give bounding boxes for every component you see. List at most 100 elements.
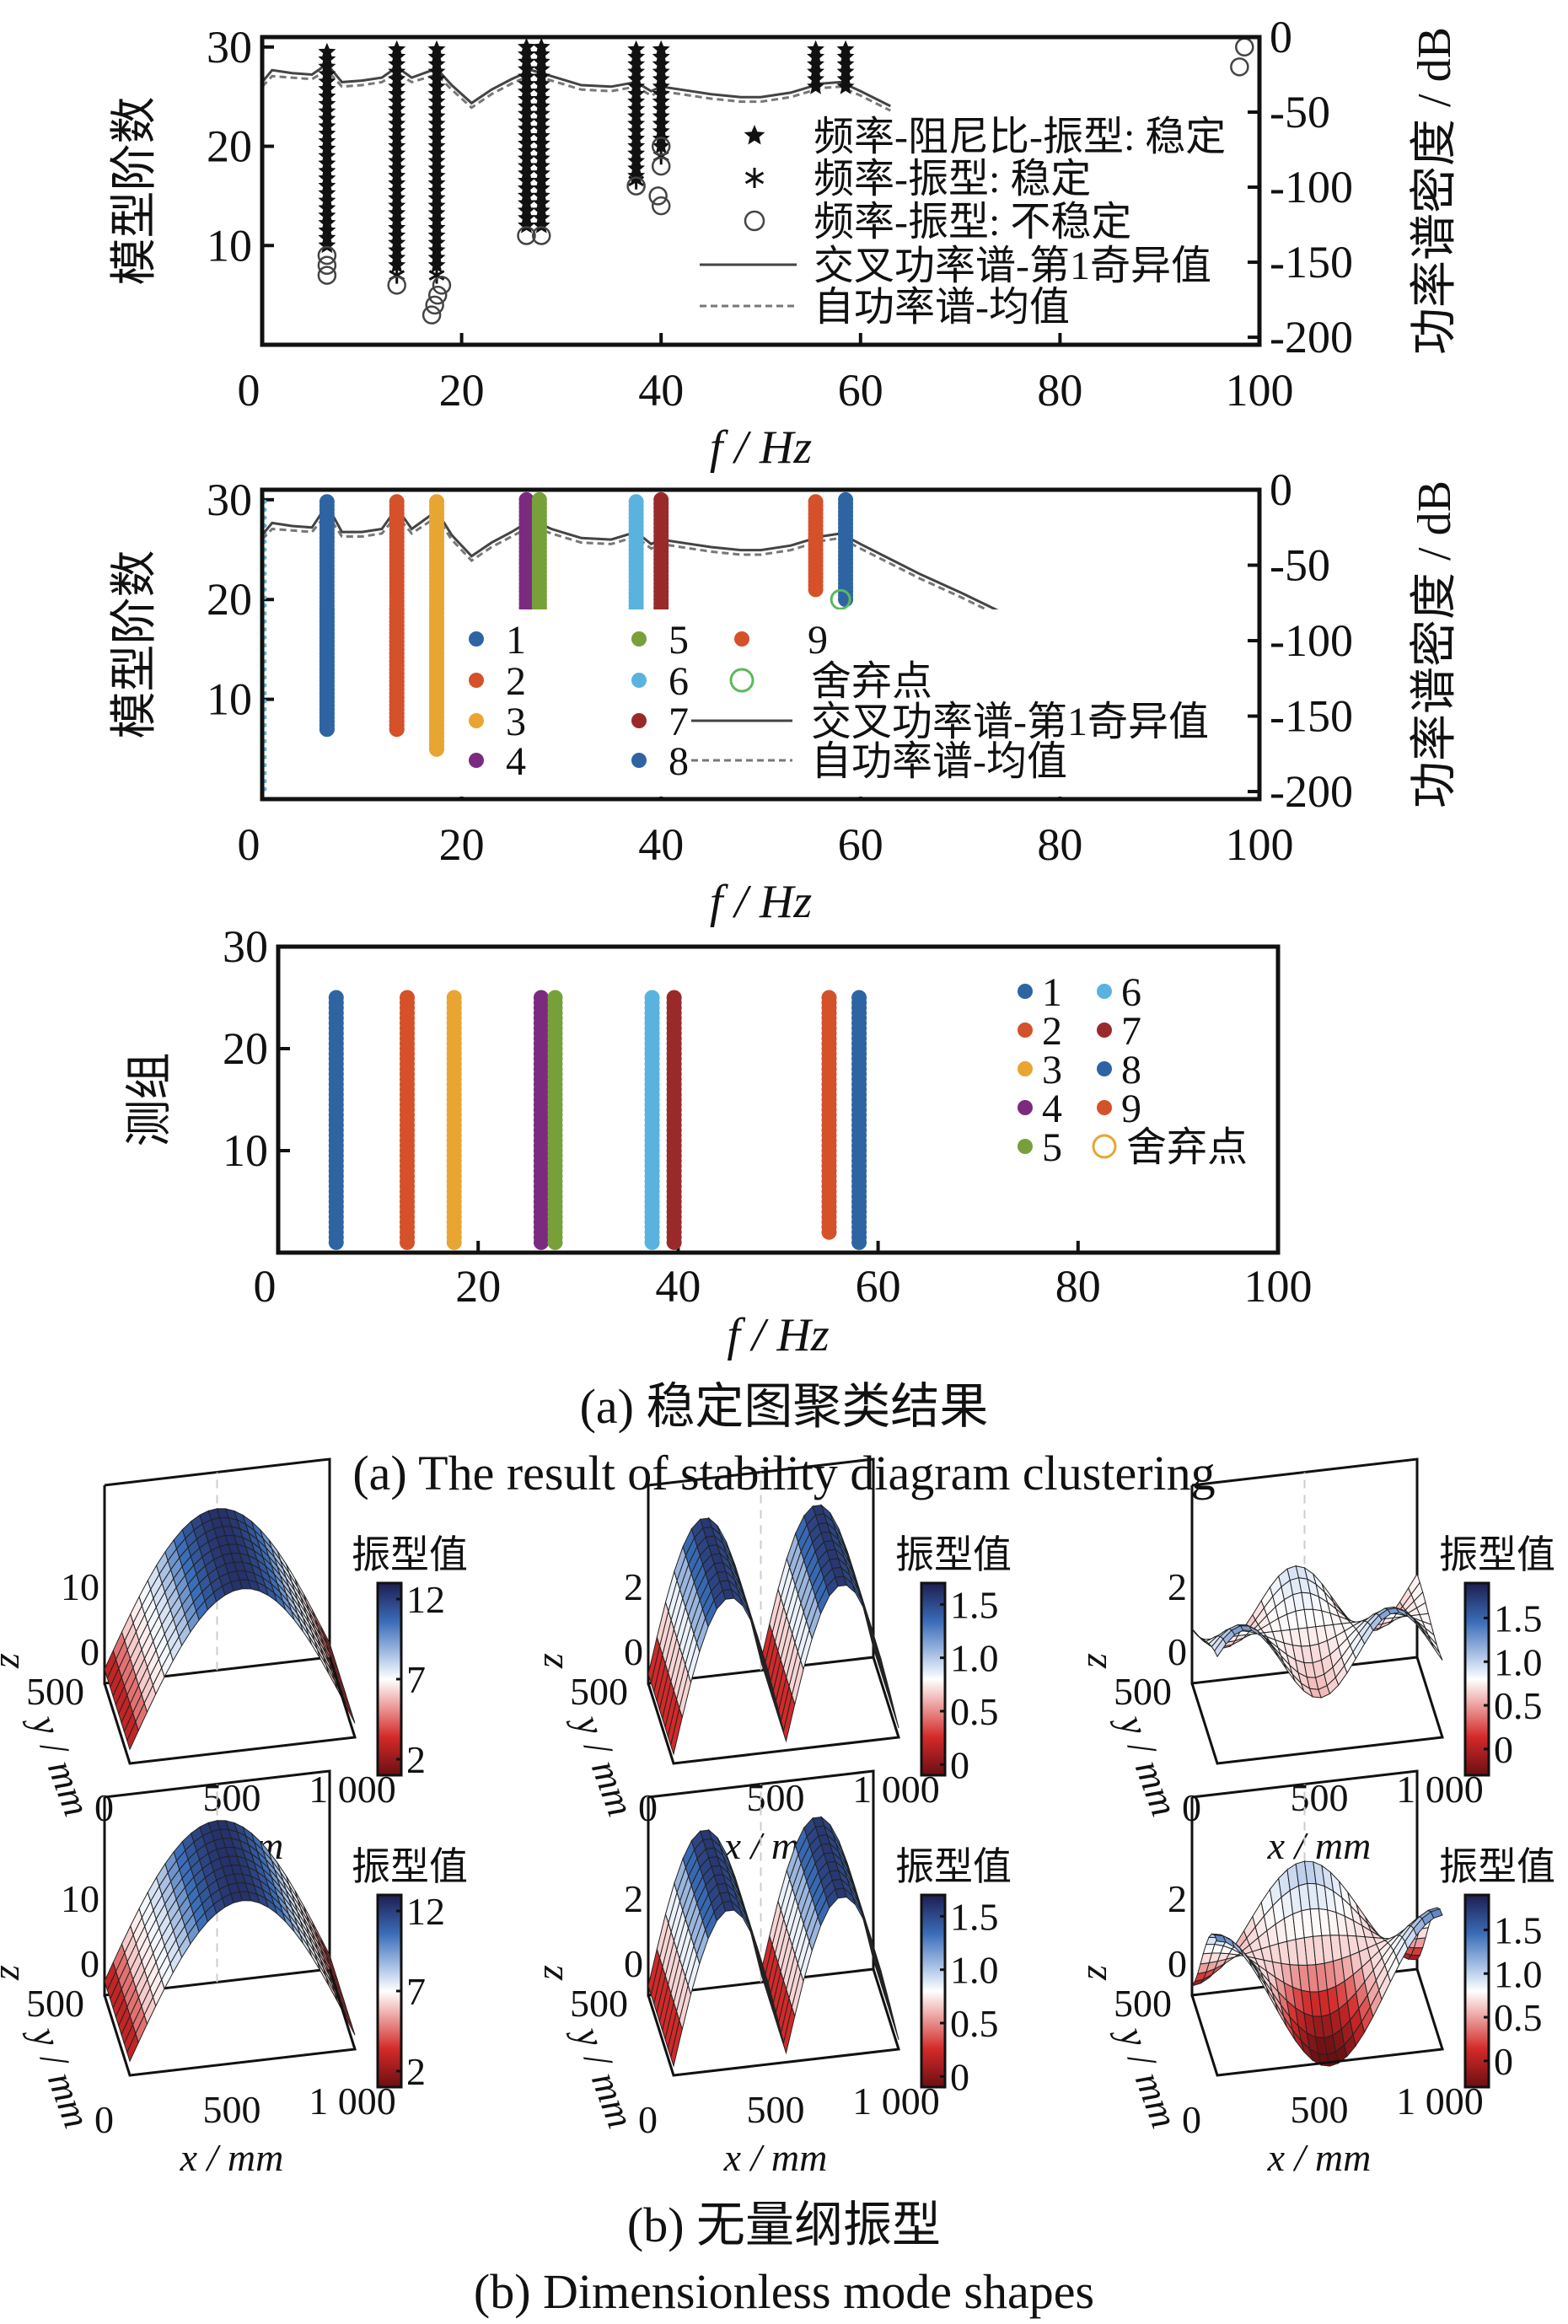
stable-freq-damping-mode-point <box>388 241 406 258</box>
legend-discard-icon <box>729 668 754 693</box>
x-tick-label: 60 <box>856 1261 901 1312</box>
stable-freq-damping-mode-point <box>627 62 646 80</box>
stable-freq-damping-mode-point <box>518 157 535 174</box>
stable-freq-damping-mode-point <box>388 62 406 80</box>
stable-freq-damping-mode-point <box>652 107 670 125</box>
discard-point <box>830 588 851 610</box>
legend-label: 4 <box>506 739 526 784</box>
legend-label: 舍弃点 <box>1126 1125 1248 1170</box>
y2-tick-label: -100 <box>1270 162 1353 212</box>
stable-freq-damping-mode-point <box>388 166 406 184</box>
stable-freq-damping-mode-point <box>518 186 535 204</box>
stable-freq-damping-mode-point <box>532 82 550 99</box>
psd-auto-mean-line <box>260 512 1011 623</box>
stable-freq-damping-mode-point <box>388 174 406 191</box>
y-axis-label: y / mm <box>566 1707 642 1822</box>
y-tick-label: 500 <box>570 1982 628 2025</box>
cluster-2-point <box>399 990 415 1006</box>
stable-freq-damping-mode-point <box>652 55 670 72</box>
legend-label: 1 <box>506 618 526 663</box>
stable-freq-damping-mode-point <box>518 67 535 84</box>
stable-freq-damping-mode-point <box>532 194 550 212</box>
stable-freq-damping-mode-point <box>652 40 670 57</box>
y2-tick-label: 0 <box>1270 12 1292 62</box>
stable-freq-damping-mode-point <box>627 47 646 65</box>
unstable-freq-mode-point <box>517 226 536 245</box>
stable-freq-damping-mode-point <box>388 137 406 154</box>
colorbar-tick-label: 1.5 <box>1494 1908 1543 1951</box>
stable-freq-damping-mode-point <box>318 228 336 246</box>
y2-tick-label: -150 <box>1270 237 1353 287</box>
legend-label: 2 <box>506 659 526 704</box>
y2-tick-label: -200 <box>1270 312 1353 362</box>
stable-freq-damping-mode-point <box>388 159 406 176</box>
legend-cluster-5-icon <box>1018 1139 1033 1154</box>
unstable-freq-mode-point <box>626 176 646 196</box>
colorbar-tick-label: 0.5 <box>1494 1996 1543 2039</box>
stable-freq-damping-mode-point <box>518 82 535 99</box>
stable-freq-damping-mode-point <box>518 60 535 78</box>
legend-discard-icon <box>1092 1134 1117 1159</box>
y-axis-label: 测组 <box>124 1053 176 1147</box>
stable-freq-damping-mode-point <box>318 65 336 83</box>
stable-freq-damping-mode-point <box>532 179 550 196</box>
x-tick-label: 20 <box>455 1261 501 1312</box>
cluster-1-point <box>328 990 344 1006</box>
stable-freq-damping-mode-point <box>627 99 646 117</box>
unstable-freq-mode-point <box>317 245 337 266</box>
z-tick-label: 2 <box>1168 1565 1187 1608</box>
stable-freq-damping-mode-point <box>427 204 446 221</box>
legend-label: 7 <box>669 700 689 744</box>
unstable-freq-mode-point <box>432 276 452 295</box>
axis-box-floor <box>647 1968 900 2077</box>
x-tick-label: 100 <box>1226 365 1294 416</box>
stable-freq-damping-mode-point <box>388 55 406 72</box>
stable-freq-damping-mode-point <box>518 126 535 144</box>
legend-label: 频率-振型: 不稳定 <box>814 200 1131 244</box>
y-tick-label: 500 <box>1114 1670 1172 1713</box>
unstable-freq-mode-point <box>1235 37 1254 57</box>
stable-freq-damping-mode-point <box>532 186 550 204</box>
colorbar <box>1463 1581 1490 1777</box>
stable-freq-damping-mode-point <box>427 218 446 236</box>
stable-freq-damping-mode-point <box>532 164 550 181</box>
stable-freq-damping-mode-point <box>318 154 336 171</box>
y-axis-label: 模型阶数 <box>109 97 161 286</box>
stable-freq-damping-mode-point <box>388 99 406 117</box>
axis-box-floor <box>647 1656 900 1765</box>
unstable-freq-mode-point <box>425 295 444 315</box>
stable-freq-damping-mode-point <box>532 112 550 129</box>
x-axis-label: f / Hz <box>710 876 813 928</box>
y2-tick-label: -150 <box>1270 691 1353 742</box>
stable-freq-damping-mode-point <box>836 62 855 80</box>
colorbar-tick-label: 1.5 <box>950 1583 999 1626</box>
legend-label: 8 <box>669 739 689 784</box>
z-tick-label: 2 <box>624 1877 643 1920</box>
legend-label: 6 <box>669 659 689 704</box>
cluster-8-point <box>838 491 854 507</box>
unstable-freq-mode-point <box>651 196 671 216</box>
stable-freq-damping-mode-point <box>388 218 406 236</box>
legend-label: 8 <box>1121 1048 1141 1092</box>
stable-freq-damping-mode-point <box>318 117 336 134</box>
colorbar <box>1463 1893 1490 2089</box>
stable-freq-damping-mode-point <box>318 184 336 201</box>
colorbar-tick-label: 1.5 <box>1494 1597 1543 1640</box>
z-tick-label: 0 <box>624 1630 643 1673</box>
x-axis-label: f / Hz <box>727 1309 830 1361</box>
colorbar-tick-label: 1.0 <box>1494 1952 1543 1995</box>
stable-freq-damping-mode-point <box>388 211 406 228</box>
z-tick-label: 0 <box>80 1942 99 1985</box>
stable-freq-damping-mode-point <box>427 40 446 57</box>
colorbar-tick-label: 0.5 <box>1494 1684 1543 1727</box>
z-tick-label: 10 <box>61 1877 99 1920</box>
stable-freq-damping-mode-point <box>518 134 535 152</box>
stable-freq-damping-mode-point <box>836 70 855 87</box>
legend-label: 5 <box>1042 1125 1062 1170</box>
stable-freq-damping-mode-point <box>318 213 336 231</box>
x-tick-label: 60 <box>838 819 883 870</box>
stable-freq-damping-mode-point <box>532 149 550 167</box>
stable-freq-damping-mode-point <box>518 74 535 92</box>
y2-tick-label: -100 <box>1270 615 1353 666</box>
